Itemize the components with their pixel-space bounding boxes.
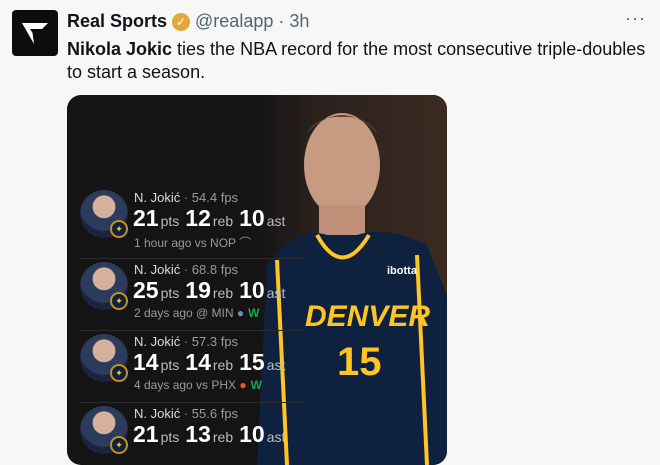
game-meta: 2 days ago @ MIN <box>134 306 234 320</box>
reb-value: 13 <box>185 421 211 447</box>
ast-label: ast <box>266 213 286 229</box>
pts-label: pts <box>160 285 180 301</box>
game-row: ✦ N. Jokić · 68.8 fps 25 pts 19 reb 10 ast 2 … <box>79 260 304 332</box>
ast-value: 10 <box>239 421 265 447</box>
real-sports-logo[interactable] <box>12 10 58 56</box>
ast-label: ast <box>266 429 286 445</box>
game-meta: 4 days ago vs PHX <box>134 378 237 392</box>
divider <box>79 258 304 259</box>
tweet-time[interactable]: · 3h <box>278 11 310 31</box>
tweet-text: Nikola Jokic ties the NBA record for the… <box>67 38 657 84</box>
game-result: W <box>248 306 260 320</box>
player-name: N. Jokić <box>134 262 181 277</box>
reb-value: 19 <box>185 277 211 303</box>
pts-value: 14 <box>133 349 159 375</box>
fps-score: · 57.3 fps <box>183 334 239 349</box>
tweet-text-rest: ties the NBA record for the most consecu… <box>67 39 646 82</box>
pts-label: pts <box>160 429 180 445</box>
timberwolves-logo-icon: ● <box>236 306 245 320</box>
player-name: N. Jokić <box>134 190 181 205</box>
divider <box>79 330 304 331</box>
account-handle[interactable]: @realapp <box>195 11 274 31</box>
pelicans-logo-icon: ⌒ <box>239 236 252 250</box>
reb-label: reb <box>212 357 234 373</box>
fps-score: · 55.6 fps <box>183 406 239 421</box>
game-row: ✦ N. Jokić · 57.3 fps 14 pts 14 reb 15 ast 4 … <box>79 332 304 404</box>
player-name: N. Jokić <box>134 406 181 421</box>
fps-score: · 54.4 fps <box>183 190 239 205</box>
nuggets-logo-icon: ✦ <box>110 364 128 382</box>
game-meta: 1 hour ago vs NOP <box>134 236 236 250</box>
divider <box>79 402 304 403</box>
account-name[interactable]: Real Sports <box>67 11 168 31</box>
tweet-text-bold: Nikola Jokic <box>67 39 173 59</box>
jersey-number: 15 <box>337 340 382 384</box>
more-options-icon[interactable]: ··· <box>625 8 646 28</box>
reb-label: reb <box>212 429 234 445</box>
nuggets-logo-icon: ✦ <box>110 292 128 310</box>
reb-label: reb <box>212 285 234 301</box>
tweet-header: Real Sports ✓ @realapp · 3h <box>67 11 309 32</box>
nuggets-logo-icon: ✦ <box>110 220 128 238</box>
pts-value: 21 <box>133 205 159 231</box>
suns-logo-icon: ● <box>239 378 247 392</box>
reb-label: reb <box>212 213 234 229</box>
jersey-team: DENVER <box>305 300 431 333</box>
player-name: N. Jokić <box>134 334 181 349</box>
ast-value: 10 <box>239 277 265 303</box>
game-row: ✦ N. Jokić · 54.4 fps 21 pts 12 reb 10 ast 1 … <box>79 188 304 260</box>
ast-label: ast <box>266 285 286 301</box>
pts-value: 25 <box>133 277 159 303</box>
jersey-sponsor: ibotta <box>387 265 417 277</box>
pts-label: pts <box>160 213 180 229</box>
reb-value: 14 <box>185 349 211 375</box>
nuggets-logo-icon: ✦ <box>110 436 128 454</box>
pts-label: pts <box>160 357 180 373</box>
game-row: ✦ N. Jokić · 55.6 fps 21 pts 13 reb 10 ast <box>79 404 304 465</box>
ast-value: 15 <box>239 349 265 375</box>
tweet-media-image[interactable]: ibotta DENVER 15 ✦ N. Jokić · 54.4 fps 2… <box>67 95 447 465</box>
game-result: W <box>250 378 262 392</box>
ast-value: 10 <box>239 205 265 231</box>
player-photo: ibotta DENVER 15 <box>257 95 447 465</box>
pts-value: 21 <box>133 421 159 447</box>
fps-score: · 68.8 fps <box>183 262 239 277</box>
ast-label: ast <box>266 357 286 373</box>
reb-value: 12 <box>185 205 211 231</box>
verified-badge-icon: ✓ <box>172 12 191 31</box>
